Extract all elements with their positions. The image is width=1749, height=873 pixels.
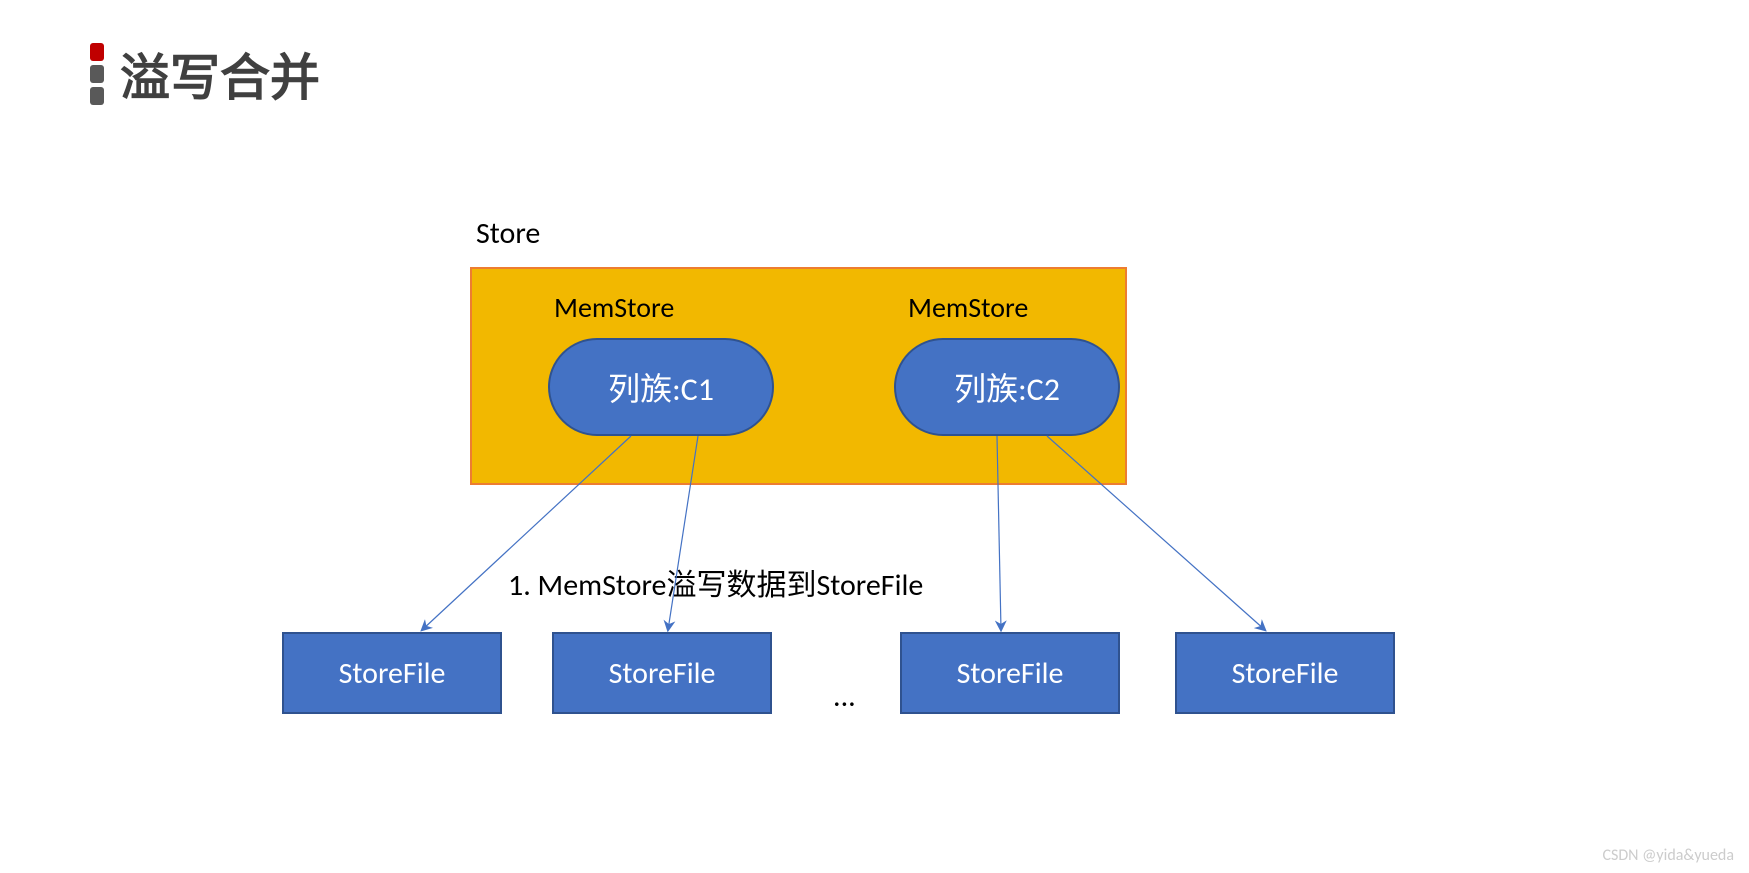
storefile-box: StoreFile — [552, 632, 772, 714]
bullet-icon — [90, 43, 104, 61]
storefile-text: StoreFile — [609, 655, 716, 692]
page-title: 溢写合并 — [90, 38, 320, 110]
memstore-label: MemStore — [908, 290, 1028, 325]
pill-text: 列族:C2 — [954, 364, 1060, 410]
pill-text: 列族:C1 — [608, 364, 714, 410]
memstore-pill: 列族:C1 — [548, 338, 774, 436]
ellipsis-text: ... — [833, 678, 856, 715]
store-label: Store — [476, 215, 540, 252]
storefile-box: StoreFile — [900, 632, 1120, 714]
storefile-text: StoreFile — [339, 655, 446, 692]
step-label: 1. MemStore溢写数据到StoreFile — [508, 560, 923, 604]
storefile-box: StoreFile — [282, 632, 502, 714]
memstore-pill: 列族:C2 — [894, 338, 1120, 436]
storefile-box: StoreFile — [1175, 632, 1395, 714]
bullet-icon — [90, 65, 104, 83]
title-bullet-decor — [90, 43, 104, 105]
title-text: 溢写合并 — [120, 38, 320, 110]
bullet-icon — [90, 87, 104, 105]
watermark-text: CSDN @yida&yueda — [1602, 846, 1734, 865]
memstore-label: MemStore — [554, 290, 674, 325]
storefile-text: StoreFile — [1232, 655, 1339, 692]
storefile-text: StoreFile — [957, 655, 1064, 692]
